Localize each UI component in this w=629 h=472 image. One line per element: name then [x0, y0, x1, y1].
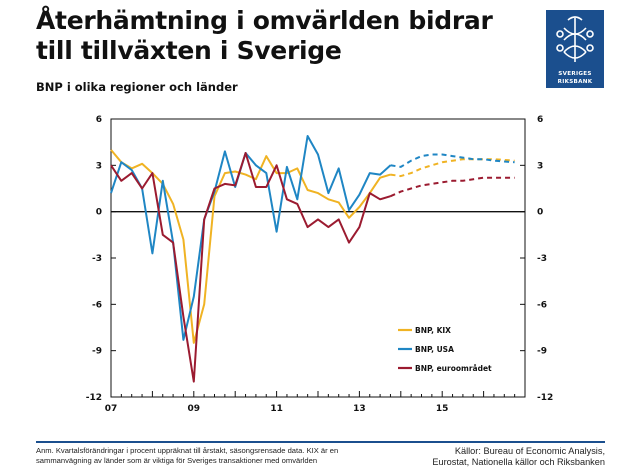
series-forecast-line-usa: [390, 153, 515, 168]
y-tick-label-left: 6: [96, 115, 102, 125]
y-tick-label-left: 0: [96, 208, 102, 218]
chart-title: Återhämtning i omvärlden bidrar till til…: [36, 6, 493, 65]
y-tick-label-left: 3: [96, 161, 102, 171]
riksbank-crest-icon: [556, 16, 594, 62]
y-tick-label-right: 6: [537, 115, 543, 125]
series-line-usa: [110, 135, 392, 341]
series-line-euro: [110, 152, 391, 383]
y-tick-label-right: 0: [537, 208, 543, 218]
x-tick-label: 15: [436, 404, 449, 414]
series-forecast-line-euro: [390, 176, 515, 198]
series-forecast-line-kix: [390, 158, 515, 178]
y-tick-label-right: 3: [537, 161, 543, 171]
chart-subtitle: BNP i olika regioner och länder: [36, 80, 238, 94]
x-tick-label: 11: [270, 404, 283, 414]
y-tick-label-right: -6: [537, 300, 547, 310]
y-tick-label-left: -3: [92, 254, 102, 264]
y-tick-label-right: -9: [537, 347, 547, 357]
y-tick-label-left: -12: [86, 393, 102, 403]
legend-label-usa: BNP, USA: [415, 345, 454, 354]
y-tick-label-right: -12: [537, 393, 553, 403]
riksbank-logo: SVERIGES RIKSBANK: [546, 10, 604, 88]
plot-frame: [110, 118, 526, 398]
footnote: Anm. Kvartalsförändringar i procent uppr…: [36, 446, 339, 465]
y-tick-label-left: -6: [92, 300, 102, 310]
y-tick-label-left: -9: [92, 347, 102, 357]
sources: Källor: Bureau of Economic Analysis, Eur…: [355, 446, 605, 468]
legend-label-euro: BNP, euroområdet: [415, 364, 492, 373]
y-tick-label-right: -3: [537, 254, 547, 264]
x-tick-label: 09: [188, 404, 201, 414]
x-tick-label: 13: [353, 404, 366, 414]
x-tick-label: 07: [105, 404, 118, 414]
series-line-kix: [110, 149, 391, 344]
sources-line2: Eurostat, Nationella källor och Riksbank…: [432, 457, 605, 467]
gdp-line-chart: -12 -12 -9 -9 -6 -6 -3 -3 0 0 3 3 6 6 07 09 11 13 15 BNP, K…: [86, 115, 554, 414]
legend-label-kix: BNP, KIX: [415, 326, 451, 335]
logo-text-line2: RIKSBANK: [557, 79, 593, 85]
sources-line1: Källor: Bureau of Economic Analysis,: [454, 446, 605, 456]
logo-text-line1: SVERIGES: [558, 71, 592, 77]
footer-divider: [36, 441, 605, 443]
